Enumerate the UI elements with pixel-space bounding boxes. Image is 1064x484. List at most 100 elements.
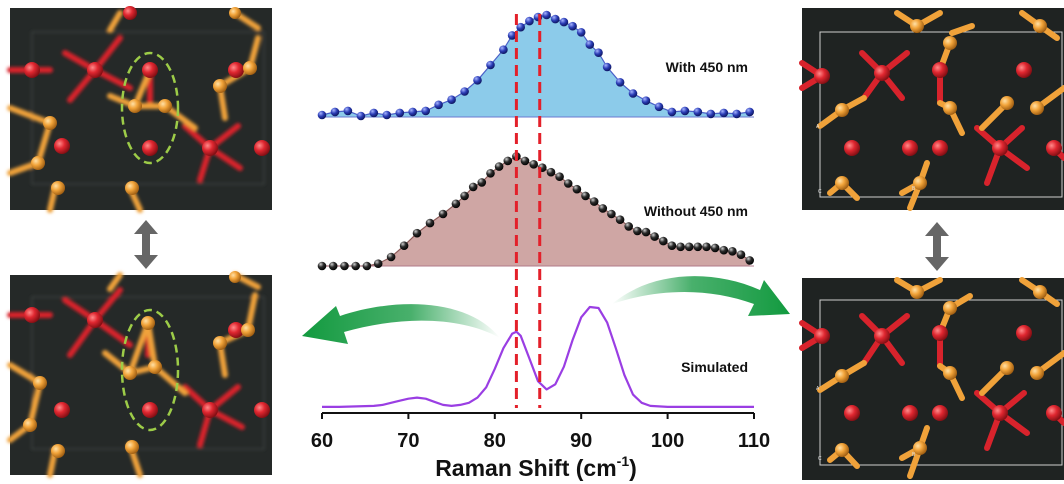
series-label-simulated: Simulated [681, 359, 748, 375]
data-point [507, 31, 517, 40]
data-point [356, 111, 366, 121]
data-point [399, 241, 409, 250]
data-point [633, 226, 642, 236]
data-point [494, 162, 504, 171]
series-label-with: With 450 nm [666, 59, 748, 75]
data-point [460, 87, 469, 96]
data-point [693, 107, 703, 117]
data-point [317, 261, 327, 271]
data-point [499, 45, 508, 54]
data-point [503, 156, 513, 166]
axis-label-a: A [816, 386, 820, 392]
axis-label-a: A [816, 124, 820, 130]
data-point [529, 160, 538, 169]
raman-chart: 60 70 80 90 100 110 With 450 nm Without 450 n… [311, 10, 770, 481]
data-point [615, 78, 625, 87]
axis-label-c: C [818, 456, 822, 462]
data-point [736, 250, 746, 259]
data-point [702, 242, 711, 252]
data-point [516, 22, 525, 32]
data-point [706, 109, 716, 119]
data-point [520, 156, 530, 166]
data-point [412, 228, 422, 238]
data-point [486, 60, 495, 70]
data-point [525, 16, 534, 26]
data-point [408, 107, 418, 117]
data-point [460, 191, 469, 201]
series-area-1 [322, 15, 750, 117]
data-point [486, 169, 495, 178]
data-point [373, 259, 383, 269]
structure-panel-left-top [7, 6, 272, 213]
data-point [473, 76, 482, 85]
x-tick-label: 60 [311, 430, 333, 452]
data-point [684, 242, 694, 252]
data-point [719, 245, 729, 255]
data-point [328, 261, 338, 271]
data-point [477, 178, 487, 187]
series-area-2 [322, 156, 750, 266]
data-point [641, 96, 651, 105]
highlight-ellipse [120, 51, 180, 165]
data-point [555, 172, 564, 181]
data-point [745, 107, 754, 117]
data-point [542, 10, 551, 20]
data-point [576, 28, 586, 37]
data-point [434, 100, 443, 110]
data-point [425, 218, 435, 228]
data-point [589, 197, 599, 206]
data-point [676, 242, 685, 252]
data-point [563, 179, 573, 188]
curved-arrow-right-icon [612, 276, 790, 316]
x-axis-title-superscript: -1 [617, 453, 630, 469]
structure-panel-right-top: A C B [799, 8, 1064, 211]
axis-label-c: C [818, 189, 822, 195]
data-point [667, 107, 677, 117]
data-point [728, 247, 737, 256]
data-point [447, 95, 456, 104]
data-point [386, 252, 396, 262]
data-point [559, 17, 569, 27]
data-point [607, 209, 616, 219]
x-tick-label: 90 [570, 430, 592, 452]
data-point [581, 191, 590, 201]
data-point [330, 107, 340, 117]
data-point [369, 108, 379, 118]
x-tick-label: 80 [484, 430, 506, 452]
data-point [468, 182, 478, 192]
structure-panel-right-bottom: A C B [799, 277, 1064, 480]
data-point [732, 109, 741, 119]
data-point [594, 48, 603, 57]
highlight-ellipse [120, 308, 180, 432]
data-point [654, 102, 664, 112]
x-tick-label: 70 [397, 430, 419, 452]
data-point [343, 106, 353, 116]
data-point [650, 232, 659, 241]
double-arrow-icon [134, 220, 158, 269]
x-axis-title: Raman Shift (cm-1) [435, 453, 637, 481]
data-point [382, 110, 392, 120]
panel-background [10, 275, 272, 475]
data-point [546, 167, 556, 177]
simulated-line [322, 305, 754, 408]
data-point [351, 261, 361, 271]
data-point [602, 62, 612, 72]
series-label-without: Without 450 nm [644, 203, 748, 219]
data-point [719, 108, 729, 118]
data-point [628, 89, 638, 98]
axis-label-b: B [912, 452, 916, 458]
data-point [568, 21, 577, 31]
data-point [693, 242, 703, 252]
x-tick-label: 110 [738, 430, 770, 452]
data-point [667, 241, 677, 250]
axis-label-b: B [912, 186, 916, 192]
data-point [340, 261, 349, 271]
data-point [659, 236, 668, 246]
data-point [551, 14, 560, 24]
x-axis-title-close: ) [629, 455, 637, 481]
data-point [745, 256, 754, 265]
structure-panel-left-bottom [7, 271, 272, 478]
data-point [624, 222, 633, 231]
data-point [362, 261, 372, 271]
